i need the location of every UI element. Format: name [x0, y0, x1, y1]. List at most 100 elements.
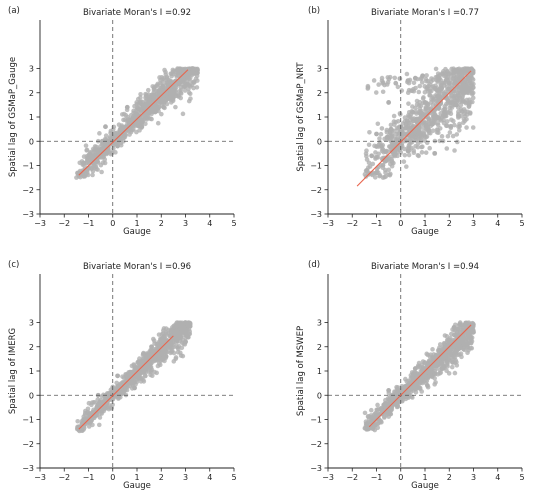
cloud-point	[424, 73, 429, 78]
cloud-point	[442, 341, 447, 347]
x-tick-label: 5	[231, 219, 236, 228]
cloud-point	[141, 102, 147, 108]
cloud-point	[186, 76, 192, 82]
x-tick-label: 0	[110, 219, 115, 228]
cloud-point	[89, 402, 94, 408]
cloud-point	[470, 99, 475, 105]
cloud-point	[377, 136, 382, 141]
cloud-point	[170, 91, 175, 97]
y-axis-label: Spatial lag of MSWEP	[296, 326, 306, 416]
panel-title: Bivariate Moran's I =0.96	[83, 262, 191, 272]
cloud-point	[426, 118, 432, 123]
cloud-point	[385, 79, 391, 85]
x-tick-label: −1	[371, 219, 383, 228]
x-tick-label: 5	[519, 219, 524, 228]
cloud-point	[184, 327, 189, 333]
cloud-point	[433, 66, 439, 72]
x-tick-label: 2	[159, 473, 164, 482]
cloud-point	[459, 354, 464, 360]
cloud-point	[145, 115, 151, 121]
cloud-point	[401, 159, 407, 164]
data-point	[425, 383, 430, 388]
cloud-point	[379, 78, 385, 84]
cloud-point	[156, 104, 162, 110]
y-tick-label: −1	[310, 416, 322, 425]
cloud-point	[383, 170, 388, 175]
y-tick-label: −2	[310, 440, 322, 449]
x-axis-label: Gauge	[411, 227, 439, 237]
cloud-point	[406, 101, 411, 106]
cloud-point	[418, 379, 424, 385]
cloud-point	[426, 83, 431, 89]
cloud-point	[423, 150, 429, 155]
cloud-point	[169, 73, 174, 79]
cloud-point	[434, 92, 439, 97]
cloud-point	[171, 359, 177, 364]
cloud-point	[387, 74, 393, 80]
data-point	[466, 332, 472, 338]
y-tick-label: −3	[310, 210, 322, 219]
cloud-point	[392, 75, 398, 81]
cloud-point	[366, 142, 372, 148]
cloud-point	[439, 86, 444, 92]
x-tick-label: −3	[322, 219, 334, 228]
cloud-point	[93, 164, 99, 169]
cloud-point	[449, 117, 454, 123]
x-tick-label: 4	[495, 219, 500, 228]
x-tick-label: 1	[422, 219, 427, 228]
cloud-point	[77, 160, 83, 166]
cloud-point	[403, 125, 409, 131]
data-point	[412, 75, 418, 81]
cloud-point	[468, 345, 473, 351]
cloud-point	[103, 150, 108, 156]
x-tick-label: −2	[58, 219, 70, 228]
cloud-point	[157, 356, 163, 362]
cloud-point	[380, 175, 386, 180]
y-tick-label: 3	[317, 65, 322, 74]
data-point	[183, 68, 188, 74]
cloud-point	[149, 373, 155, 379]
cloud-point	[84, 148, 89, 153]
cloud-point	[445, 133, 451, 139]
x-tick-label: 3	[471, 219, 476, 228]
cloud-point	[411, 376, 416, 382]
data-point	[405, 148, 411, 154]
cloud-point	[416, 89, 422, 95]
cloud-point	[415, 137, 421, 143]
cloud-point	[150, 350, 155, 355]
cloud-point	[450, 133, 456, 139]
cloud-point	[83, 143, 89, 148]
cloud-point	[444, 146, 450, 151]
cloud-point	[464, 97, 470, 103]
cloud-point	[395, 84, 401, 90]
cloud-point	[456, 346, 461, 351]
cloud-point	[415, 144, 421, 150]
cloud-point	[443, 77, 449, 83]
data-point	[124, 104, 130, 110]
y-tick-label: 2	[317, 89, 322, 98]
cloud-point	[449, 93, 454, 99]
cloud-point	[461, 120, 466, 126]
cloud-point	[167, 96, 172, 102]
cloud-point	[388, 122, 394, 128]
cloud-point	[174, 344, 180, 350]
cloud-point	[391, 113, 397, 119]
cloud-point	[404, 379, 410, 384]
panel-title: Bivariate Moran's I =0.94	[371, 262, 479, 272]
cloud-point	[384, 136, 390, 142]
cloud-point	[459, 109, 465, 115]
x-tick-label: 4	[207, 473, 212, 482]
data-point	[364, 167, 370, 173]
y-tick-label: 2	[29, 89, 34, 98]
cloud-point	[446, 338, 452, 343]
cloud-point	[184, 321, 190, 326]
cloud-point	[362, 410, 368, 416]
y-tick-label: 0	[29, 391, 34, 400]
cloud-point	[385, 396, 391, 401]
panel-title: Bivariate Moran's I =0.92	[83, 8, 191, 18]
data-point	[154, 351, 159, 357]
data-point	[417, 131, 423, 137]
cloud-point	[121, 132, 127, 137]
x-tick-label: 4	[495, 473, 500, 482]
cloud-point	[406, 143, 412, 148]
